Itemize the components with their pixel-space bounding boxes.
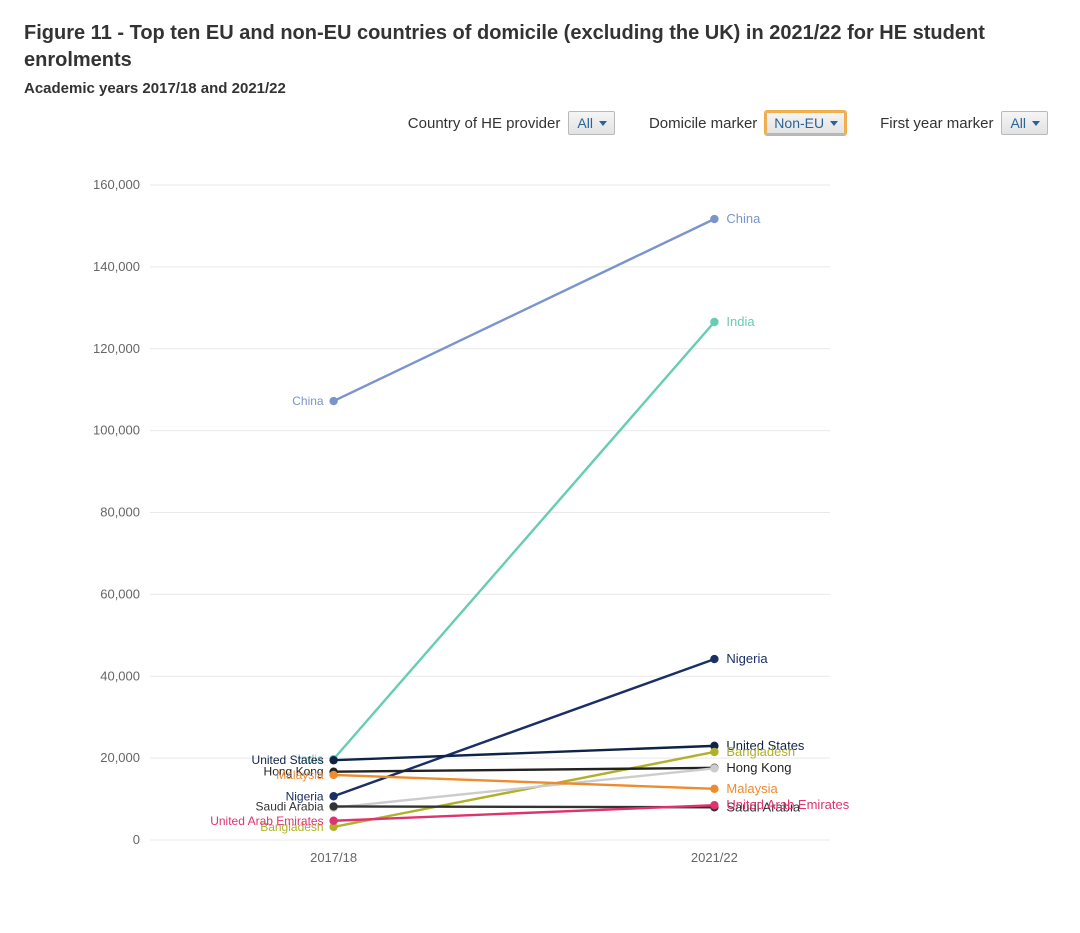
series-right-label: Nigeria	[726, 651, 768, 666]
chevron-down-icon	[1032, 121, 1040, 126]
svg-text:0: 0	[133, 832, 140, 847]
series-marker	[710, 215, 718, 223]
series-marker	[710, 655, 718, 663]
svg-text:2021/22: 2021/22	[691, 850, 738, 865]
series-marker	[329, 802, 337, 810]
svg-text:140,000: 140,000	[93, 259, 140, 274]
filter-label: First year marker	[880, 115, 993, 132]
chevron-down-icon	[599, 121, 607, 126]
series-line	[334, 775, 715, 789]
filter-first-year-marker: First year marker All	[880, 111, 1048, 135]
series-left-label: Saudi Arabia	[256, 799, 324, 813]
filter-value: All	[1010, 115, 1026, 131]
filter-domicile-marker: Domicile marker Non-EU	[649, 111, 846, 135]
series-marker	[329, 756, 337, 764]
svg-text:120,000: 120,000	[93, 341, 140, 356]
filter-value: All	[577, 115, 593, 131]
series-line	[334, 322, 715, 759]
filter-label: Country of HE provider	[408, 115, 561, 132]
series-marker	[329, 817, 337, 825]
filter-select-first-year-marker[interactable]: All	[1001, 111, 1048, 135]
filter-country-provider: Country of HE provider All	[408, 111, 615, 135]
series-marker	[710, 801, 718, 809]
series-right-label: Bangladesh	[726, 744, 795, 759]
series-right-label: Hong Kong	[726, 760, 791, 775]
series-left-label: Malaysia	[276, 768, 324, 782]
filter-bar: Country of HE provider All Domicile mark…	[24, 111, 1056, 135]
filter-value: Non-EU	[774, 115, 824, 131]
figure-title: Figure 11 - Top ten EU and non-EU countr…	[24, 20, 1056, 74]
svg-text:2017/18: 2017/18	[310, 850, 357, 865]
chevron-down-icon	[830, 121, 838, 126]
filter-select-country-provider[interactable]: All	[568, 111, 615, 135]
svg-text:60,000: 60,000	[100, 586, 140, 601]
series-marker	[710, 748, 718, 756]
filter-select-domicile-marker[interactable]: Non-EU	[765, 111, 846, 135]
series-line	[334, 768, 715, 807]
svg-text:80,000: 80,000	[100, 505, 140, 520]
filter-label: Domicile marker	[649, 115, 757, 132]
series-right-label: India	[726, 314, 755, 329]
svg-text:40,000: 40,000	[100, 668, 140, 683]
series-line	[334, 219, 715, 401]
series-marker	[710, 318, 718, 326]
svg-text:100,000: 100,000	[93, 423, 140, 438]
series-left-label: United Arab Emirates	[210, 814, 323, 828]
series-marker	[329, 792, 337, 800]
svg-text:20,000: 20,000	[100, 750, 140, 765]
chart-container: 0 20,000 40,000 60,000 80,000 100,000 120,000 1…	[30, 165, 1050, 885]
series-marker	[329, 397, 337, 405]
series-marker	[329, 771, 337, 779]
series-line	[334, 659, 715, 796]
svg-text:160,000: 160,000	[93, 177, 140, 192]
figure-subtitle: Academic years 2017/18 and 2021/22	[24, 80, 1056, 97]
series-right-label: Malaysia	[726, 781, 778, 796]
series-line	[334, 752, 715, 827]
series-right-label: United Arab Emirates	[726, 797, 849, 812]
series-left-label: China	[292, 394, 324, 408]
series-marker	[710, 785, 718, 793]
series-marker	[710, 764, 718, 772]
series-right-label: China	[726, 211, 761, 226]
line-chart: 0 20,000 40,000 60,000 80,000 100,000 120,000 1…	[30, 165, 1050, 885]
series-line	[334, 768, 715, 772]
